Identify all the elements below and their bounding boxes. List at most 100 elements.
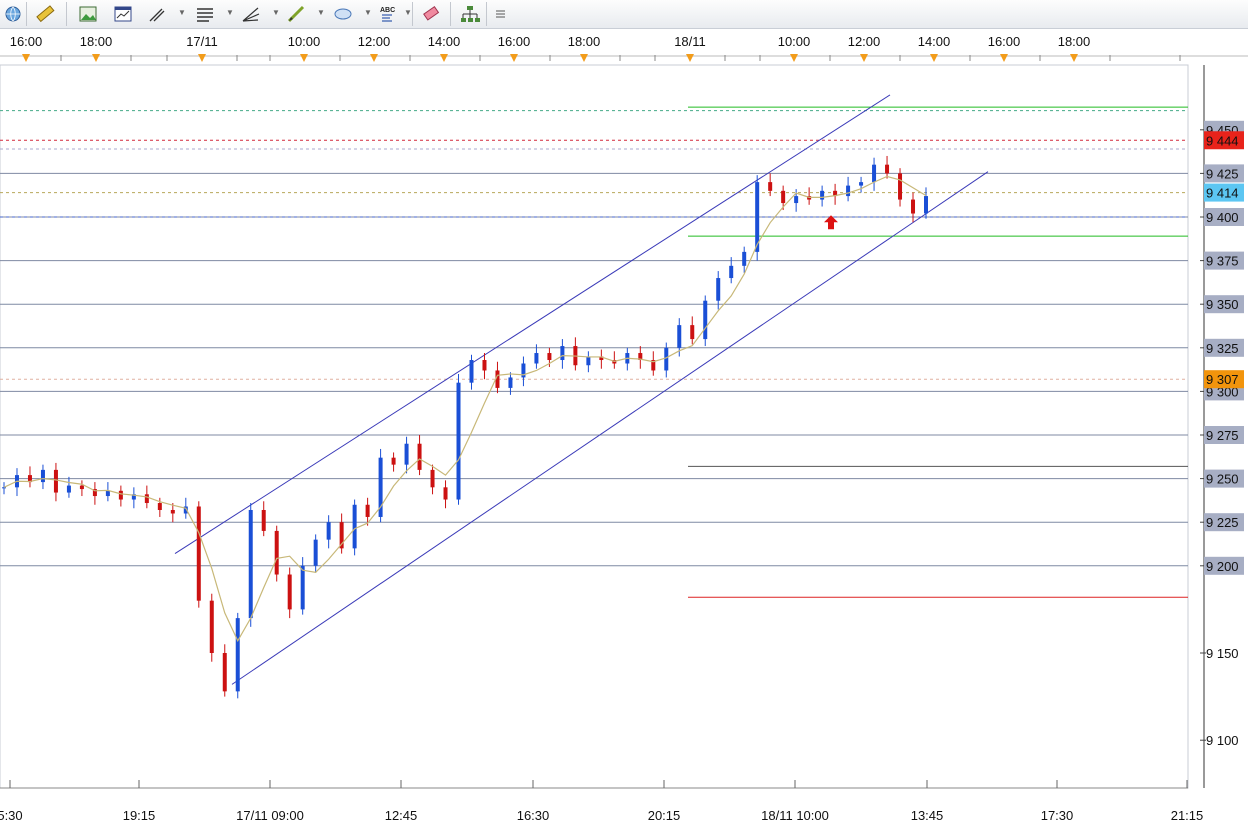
candle-body (651, 360, 656, 371)
fibonacci-icon[interactable] (194, 3, 216, 25)
top-time-label: 16:00 (10, 34, 43, 49)
candle-body (222, 653, 227, 692)
candle-body (378, 457, 383, 517)
top-tick-marker (860, 54, 868, 62)
candle-body (274, 530, 279, 575)
candle-body (495, 370, 500, 388)
candle-body (105, 490, 110, 497)
candle-body (677, 325, 682, 348)
candle-body (40, 469, 45, 483)
candle-body (586, 356, 591, 366)
candle-body (560, 346, 565, 361)
candle-body (183, 506, 188, 514)
top-tick-marker (686, 54, 694, 62)
chevron-down-icon[interactable]: ▼ (364, 8, 372, 17)
chevron-down-icon[interactable]: ▼ (226, 8, 234, 17)
candle-body (664, 347, 669, 371)
bottom-time-label: 19:15 (123, 808, 156, 823)
price-badge: 9 414 (1206, 186, 1239, 201)
candle-body (703, 300, 708, 340)
candle-body (820, 190, 825, 200)
price-label-bg (1204, 208, 1244, 226)
price-label-bg (1204, 295, 1244, 314)
candle-body (157, 503, 162, 510)
candle-body (404, 443, 409, 465)
top-time-label: 16:00 (988, 34, 1021, 49)
price-badge-bg (1204, 183, 1244, 202)
candle-body (170, 509, 175, 514)
candle-body (690, 325, 695, 340)
candle-body (768, 182, 773, 191)
picture-icon[interactable] (77, 3, 99, 25)
ellipse-icon[interactable] (332, 3, 354, 25)
bottom-time-label: 17/11 09:00 (236, 808, 304, 823)
price-label-bg (1204, 556, 1244, 575)
tree-icon[interactable] (459, 3, 481, 25)
candle-body (352, 504, 357, 549)
chevron-down-icon[interactable]: ▼ (404, 8, 412, 17)
chevron-down-icon[interactable]: ▼ (272, 8, 280, 17)
plot-area (0, 64, 1189, 789)
bottom-time-label: 18/11 10:00 (761, 808, 829, 823)
candle-body (27, 475, 32, 483)
menu-icon[interactable] (490, 3, 506, 25)
candle-body (534, 353, 539, 364)
channel-lower-line (231, 171, 989, 685)
price-label: 9 200 (1206, 559, 1239, 574)
candle-body (859, 182, 864, 186)
candle-body (144, 494, 149, 504)
candle-body (313, 539, 318, 566)
fan-icon[interactable] (240, 3, 262, 25)
price-label-bg (1204, 469, 1244, 488)
top-tick-marker (1070, 54, 1078, 62)
bottom-time-label: 5:30 (0, 808, 23, 823)
candle-body (196, 506, 201, 601)
candle-body (924, 196, 928, 214)
top-time-label: 12:00 (358, 34, 391, 49)
price-label-bg (1204, 164, 1244, 183)
top-time-label: 10:00 (778, 34, 811, 49)
bottom-time-label: 20:15 (648, 808, 681, 823)
top-tick-marker (92, 54, 100, 62)
bottom-time-label: 12:45 (385, 808, 418, 823)
candle-body (391, 457, 396, 465)
candle-body (79, 485, 84, 490)
price-label: 9 400 (1206, 210, 1239, 225)
pen-icon[interactable] (285, 3, 307, 25)
price-badge: 9 444 (1206, 133, 1239, 148)
candle-body (300, 565, 305, 610)
candle-body (287, 574, 292, 610)
price-label: 9 250 (1206, 472, 1239, 487)
candle-body (118, 490, 123, 500)
candle-body (430, 469, 435, 488)
bottom-time-label: 13:45 (911, 808, 944, 823)
candle-body (885, 164, 890, 174)
bottom-time-label: 21:15 (1171, 808, 1204, 823)
chevron-down-icon[interactable]: ▼ (317, 8, 325, 17)
line-tools-icon[interactable] (146, 3, 168, 25)
window-chart-icon[interactable] (112, 3, 134, 25)
ruler-icon[interactable] (34, 3, 56, 25)
chevron-down-icon[interactable]: ▼ (178, 8, 186, 17)
top-time-label: 18:00 (80, 34, 113, 49)
globe-icon[interactable] (2, 3, 24, 25)
price-chart[interactable]: 16:00 18:00 17/11 10:00 12:00 14:00 16:00 18:00… (0, 28, 1248, 826)
up-arrow-annotation (824, 215, 838, 230)
top-time-label: 18:00 (568, 34, 601, 49)
candle-body (417, 443, 422, 470)
candle-body (911, 199, 916, 214)
moving-average-line (3, 175, 927, 643)
candle-body (742, 251, 747, 266)
bottom-time-label: 16:30 (517, 808, 550, 823)
candle-body (326, 522, 331, 540)
price-label: 9 375 (1206, 254, 1239, 269)
text-abc-icon[interactable]: ABC (377, 3, 399, 25)
candle-body (729, 265, 734, 279)
eraser-icon[interactable] (420, 3, 442, 25)
price-label: 9 150 (1206, 646, 1239, 661)
top-tick-marker (930, 54, 938, 62)
top-time-label: 14:00 (918, 34, 951, 49)
candle-body (547, 353, 552, 361)
candle-body (92, 489, 97, 497)
price-label: 9 225 (1206, 515, 1239, 530)
